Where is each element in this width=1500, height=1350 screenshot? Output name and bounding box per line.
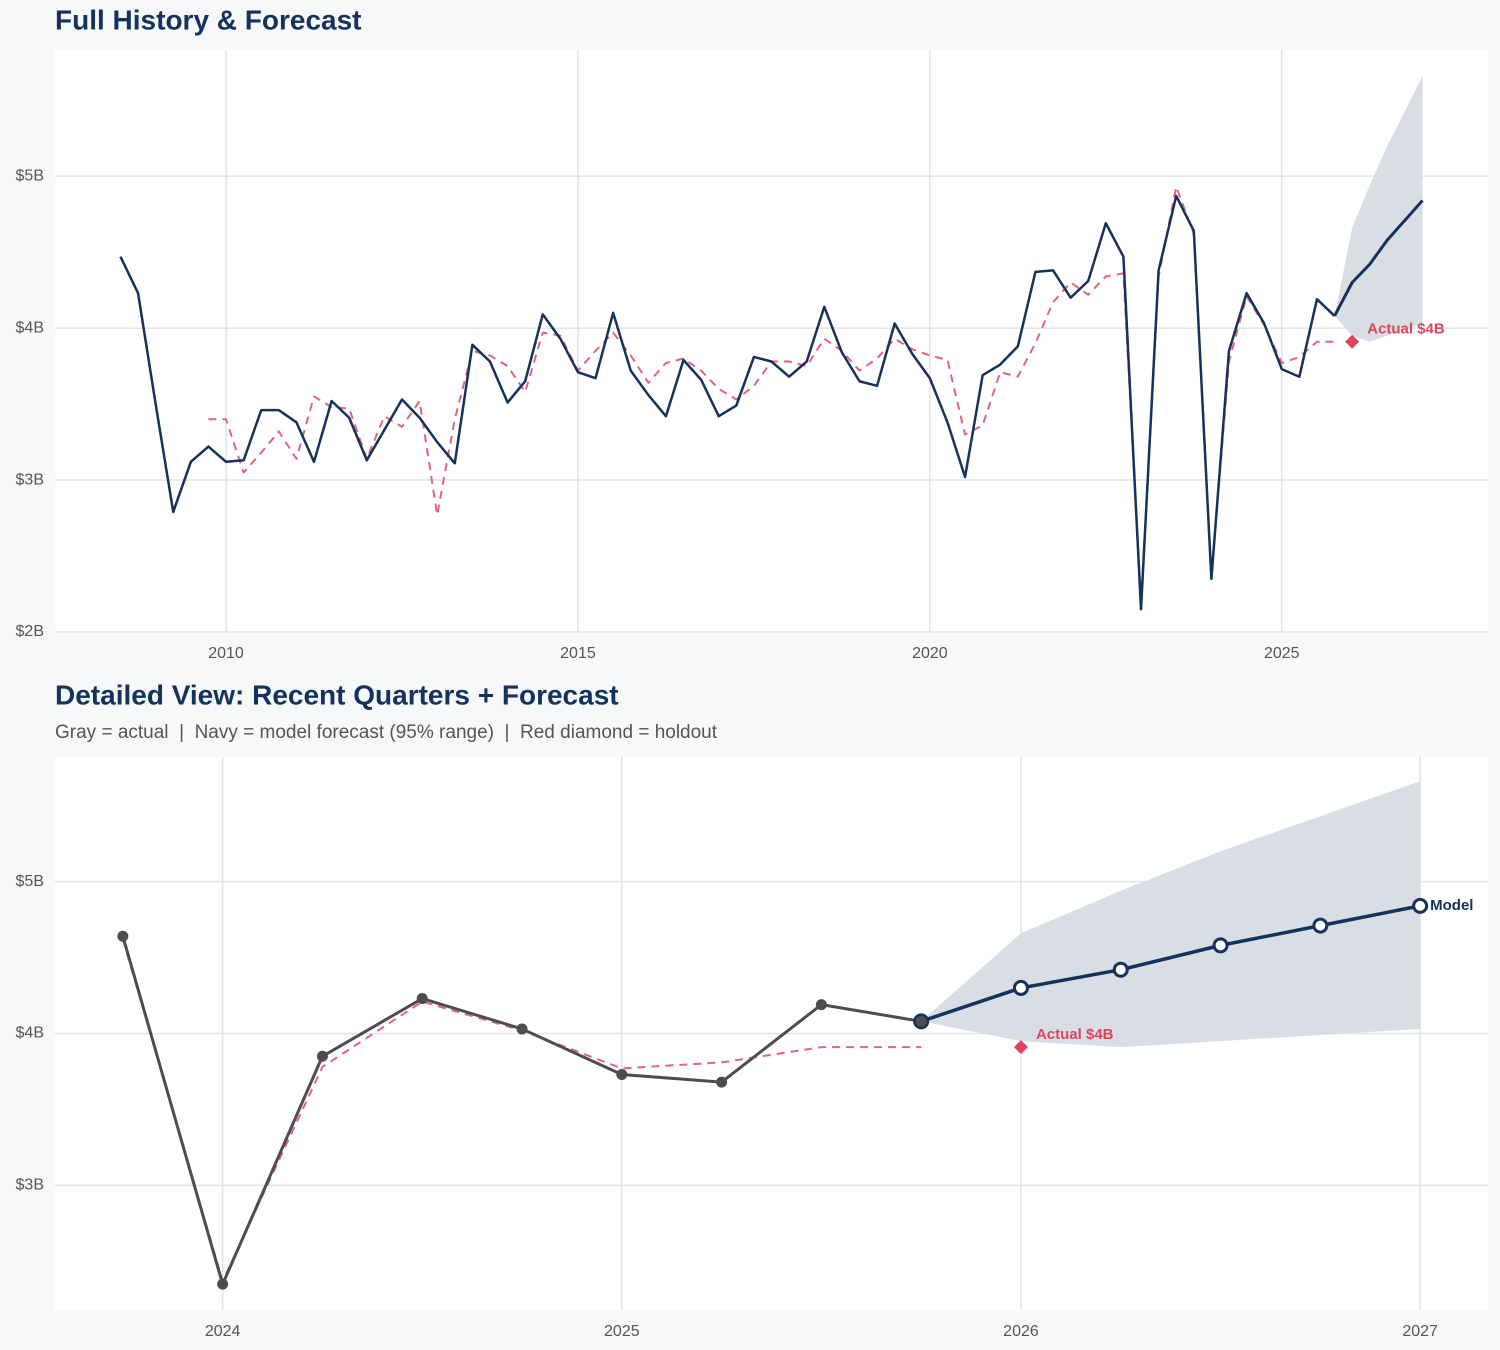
data-point [1012, 979, 1029, 996]
holdout-diamond [1013, 1040, 1028, 1055]
data-point [915, 1015, 927, 1027]
data-point [1212, 937, 1229, 954]
forecast-band [1334, 75, 1423, 342]
data-point [815, 999, 827, 1011]
x-tick-label: 2015 [560, 645, 596, 662]
data-point [1312, 917, 1329, 934]
y-tick-label: $5B [16, 167, 44, 184]
x-tick-label: 2024 [205, 1323, 241, 1340]
y-tick-label: $4B [16, 1025, 44, 1042]
holdout-label: Actual $4B [1367, 321, 1445, 338]
plot-area [55, 50, 1488, 632]
data-point [217, 1278, 229, 1290]
x-tick-label: 2020 [912, 645, 948, 662]
forecast-band [921, 781, 1421, 1048]
chart-title: Full History & Forecast [55, 4, 362, 35]
series-line [920, 904, 1421, 1024]
x-tick-label: 2010 [208, 645, 244, 662]
holdout-diamond [1345, 334, 1360, 349]
series-line [1333, 199, 1424, 317]
data-point [716, 1076, 728, 1088]
chart-subtitle: Gray = actual | Navy = model forecast (9… [55, 722, 718, 743]
x-tick-label: 2027 [1402, 1323, 1438, 1340]
y-tick-label: $3B [16, 1177, 44, 1194]
series-end-label: Model [1430, 897, 1473, 914]
holdout-label: Actual $4B [1036, 1026, 1114, 1043]
data-point [516, 1023, 528, 1035]
series-line [119, 194, 1336, 611]
data-point [316, 1050, 328, 1062]
data-point [616, 1069, 628, 1081]
y-tick-label: $4B [16, 319, 44, 336]
x-tick-label: 2026 [1003, 1323, 1039, 1340]
y-tick-label: $5B [16, 873, 44, 890]
data-point [1412, 897, 1429, 914]
y-tick-label: $3B [16, 471, 44, 488]
x-tick-label: 2025 [604, 1323, 640, 1340]
chart-title: Detailed View: Recent Quarters + Forecas… [55, 679, 619, 710]
x-tick-label: 2025 [1264, 645, 1300, 662]
data-point [1112, 961, 1129, 978]
y-tick-label: $2B [16, 623, 44, 640]
data-point [117, 930, 129, 942]
data-point [416, 993, 428, 1005]
